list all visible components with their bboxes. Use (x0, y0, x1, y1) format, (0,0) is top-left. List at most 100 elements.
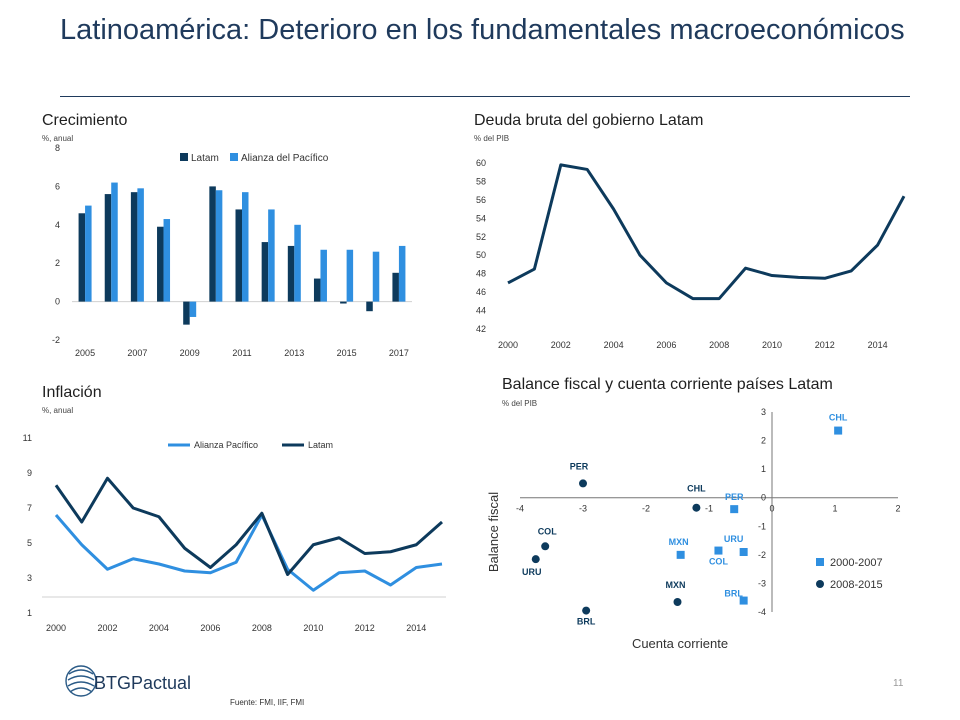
deuda-y-tick: 46 (476, 287, 486, 297)
inflacion-x-tick: 2010 (303, 623, 323, 633)
deuda-y-tick: 52 (476, 232, 486, 242)
balance-point-col-2008-2015 (541, 542, 550, 551)
balance-point-brl-2008-2015 (582, 606, 591, 615)
balance-title: Balance fiscal y cuenta corriente países… (502, 376, 833, 393)
balance-point-uru-2000-2007 (739, 548, 748, 556)
crecimiento-bar-alianza (215, 190, 223, 302)
inflacion-y-tick: 5 (27, 538, 32, 548)
deuda-x-tick: 2006 (656, 340, 676, 350)
crecimiento-legend-swatch (180, 153, 188, 161)
crecimiento-bar-alianza (242, 192, 249, 302)
crecimiento-x-tick: 2015 (337, 348, 357, 358)
deuda-y-tick: 50 (476, 250, 486, 260)
balance-point-label: BRL (577, 617, 596, 627)
balance-point-label: CHL (829, 413, 848, 423)
balance-x-axis-title: Cuenta corriente (632, 636, 728, 651)
crecimiento-bar-latam (287, 245, 295, 302)
inflacion-y-tick: 9 (27, 468, 32, 478)
crecimiento-bar-alianza (372, 251, 380, 302)
inflacion-legend-label: Alianza Pacífico (194, 440, 258, 450)
inflacion-x-tick: 2002 (97, 623, 117, 633)
crecimiento-y-tick: 6 (55, 181, 60, 191)
balance-y-tick: 0 (761, 493, 766, 503)
balance-y-axis-title: Balance fiscal (486, 492, 501, 572)
crecimiento-subtitle: %, anual (42, 134, 74, 143)
deuda-x-tick: 2008 (709, 340, 729, 350)
inflacion-y-tick: 3 (27, 573, 32, 583)
crecimiento-bar-latam (366, 301, 373, 312)
inflacion-title: Inflación (42, 384, 102, 401)
crecimiento-bar-latam (392, 272, 399, 302)
crecimiento-bar-latam (183, 301, 190, 325)
balance-point-label: COL (709, 557, 729, 567)
deuda-y-tick: 56 (476, 195, 486, 205)
svg-text:BTGPactual: BTGPactual (94, 673, 191, 693)
balance-point-mxn-2008-2015 (673, 598, 682, 606)
balance-x-tick: -4 (516, 504, 524, 514)
balance-y-tick: 3 (761, 407, 766, 417)
crecimiento-bar-latam (313, 278, 321, 302)
balance-x-tick: -3 (579, 504, 587, 514)
balance-point-label: MXN (666, 580, 686, 590)
balance-legend-swatch (816, 558, 824, 566)
balance-point-label: BRL (724, 589, 743, 599)
deuda-x-tick: 2014 (868, 340, 888, 350)
inflacion-y-tick: 1 (27, 608, 32, 618)
title-divider (60, 96, 910, 97)
balance-point-label: PER (725, 492, 744, 502)
source-note: Fuente: FMI, IIF, FMI (230, 698, 305, 707)
balance-point-per-2008-2015 (579, 479, 587, 488)
balance-point-label: CHL (687, 484, 706, 494)
balance-y-tick: -1 (758, 521, 766, 531)
btg-pactual-logo: BTGPactual (65, 665, 191, 697)
inflacion-x-tick: 2000 (46, 623, 66, 633)
deuda-x-tick: 2004 (604, 340, 624, 350)
balance-legend-label: 2000-2007 (830, 557, 883, 569)
balance-x-tick: 2 (895, 504, 900, 514)
deuda-line-chart: 42 44 46 48 50 52 54 56 58 60 2000 2002 2004 2006 2008… (476, 158, 906, 350)
balance-point-uru-2008-2015 (531, 555, 540, 564)
inflacion-x-tick: 2012 (355, 623, 375, 633)
balance-legend-swatch (816, 580, 824, 588)
balance-y-tick: 1 (761, 464, 766, 474)
balance-point-col-2000-2007 (714, 546, 723, 555)
slide-title: Latinoamérica: Deterioro en los fundamen… (60, 14, 905, 46)
crecimiento-bar-latam (209, 186, 216, 302)
crecimiento-bar-latam (78, 213, 86, 302)
inflacion-y-tick: 11 (23, 433, 32, 443)
crecimiento-y-tick: 2 (55, 258, 60, 268)
deuda-x-tick: 2010 (762, 340, 782, 350)
crecimiento-bar-alianza (137, 188, 144, 302)
deuda-y-tick: 60 (476, 158, 486, 168)
crecimiento-bar-alianza (189, 301, 197, 317)
crecimiento-x-tick: 2005 (75, 348, 95, 358)
crecimiento-bar-alianza (346, 249, 354, 302)
crecimiento-bar-latam (104, 194, 112, 302)
deuda-y-tick: 48 (476, 269, 486, 279)
balance-subtitle: % del PIB (502, 399, 538, 408)
crecimiento-bar-chart: -2 0 2 4 6 8 2005 2007 2009 2011 2013 2015 2017 Latam… (52, 143, 412, 358)
balance-scatter-chart: -4 -3 -2 -1 0 1 2-4-3-2-10123CHLPERMXNCOLURUBR… (486, 407, 901, 651)
inflacion-series-alianza (54, 513, 443, 592)
balance-point-label: COL (538, 526, 558, 536)
balance-x-tick: 0 (769, 504, 774, 514)
balance-point-chl-2000-2007 (834, 426, 843, 435)
balance-y-tick: -2 (758, 550, 766, 560)
balance-x-tick: -2 (642, 504, 650, 514)
crecimiento-bar-alianza (398, 245, 406, 302)
balance-point-brl-2000-2007 (739, 596, 748, 605)
deuda-x-tick: 2000 (498, 340, 518, 350)
balance-point-label: MXN (669, 537, 689, 547)
balance-y-tick: -4 (758, 607, 766, 617)
balance-point-per-2000-2007 (730, 505, 739, 514)
deuda-y-tick: 58 (476, 176, 486, 186)
inflacion-legend-label: Latam (308, 440, 333, 450)
deuda-x-tick: 2002 (551, 340, 571, 350)
crecimiento-bar-alianza (294, 224, 301, 302)
deuda-y-tick: 54 (476, 213, 486, 223)
crecimiento-y-tick: 8 (55, 143, 60, 153)
crecimiento-y-tick: 0 (55, 297, 60, 307)
inflacion-y-tick: 7 (27, 503, 32, 513)
crecimiento-bar-alianza (111, 182, 118, 302)
deuda-subtitle: % del PIB (474, 134, 510, 143)
